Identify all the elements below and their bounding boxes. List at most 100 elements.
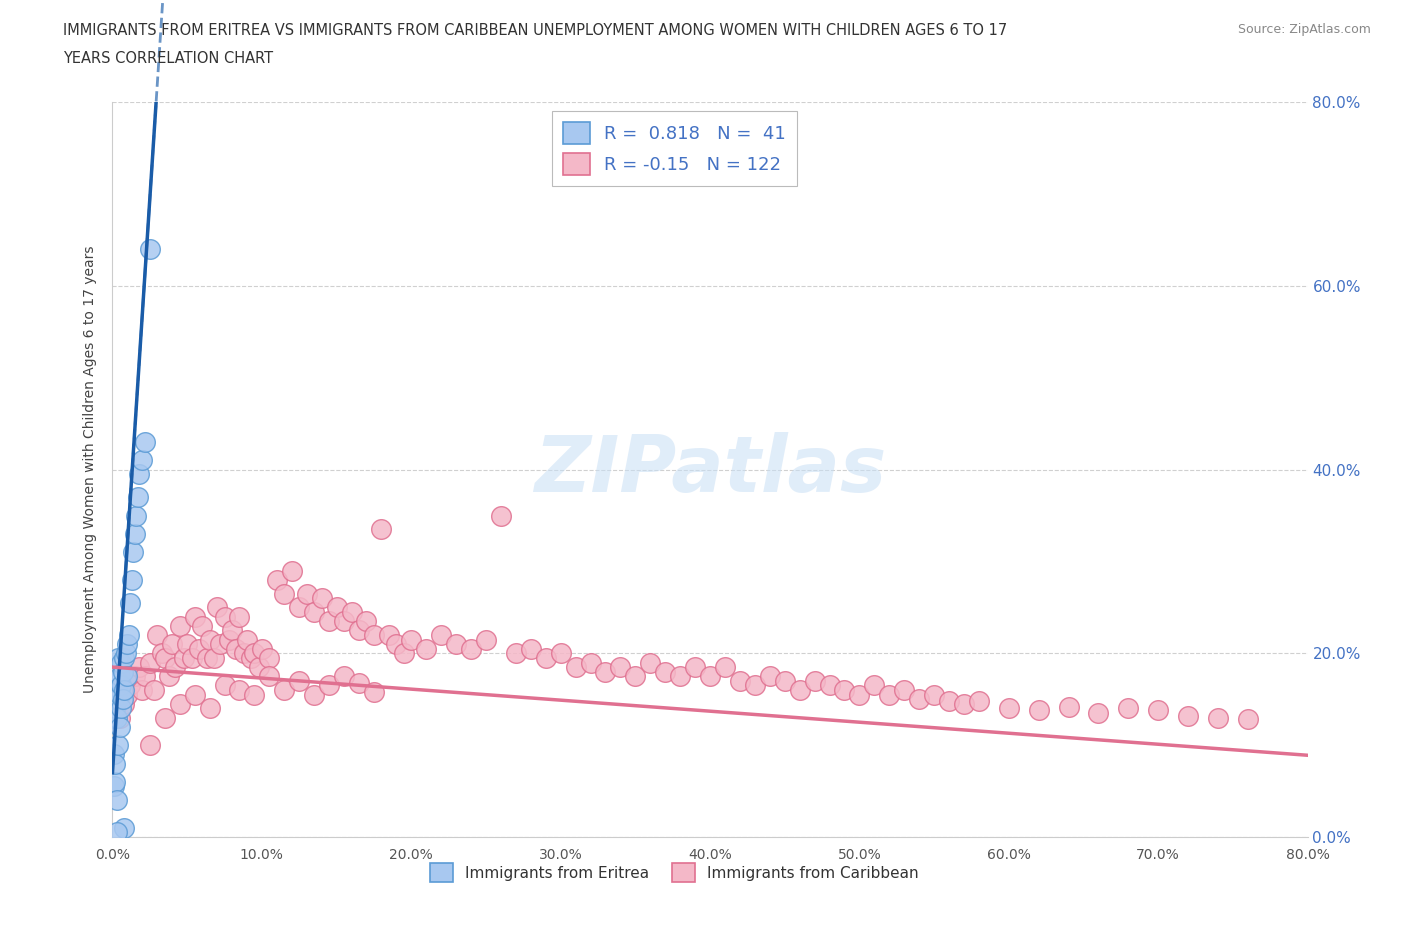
Point (1177, 709, 1199, 724)
Point (281, 564, 304, 578)
Point (176, 637, 198, 652)
Y-axis label: Unemployment Among Women with Children Ages 6 to 17 years: Unemployment Among Women with Children A… (83, 246, 97, 694)
Point (340, 604, 363, 619)
Point (195, 650, 218, 665)
Point (363, 684, 385, 699)
Point (550, 645, 572, 660)
Point (131, 683, 153, 698)
Point (385, 637, 408, 652)
Point (654, 664, 676, 679)
Point (430, 628, 453, 643)
Point (146, 628, 169, 643)
Point (188, 642, 211, 657)
Point (105, 673, 128, 688)
Point (121, 572, 143, 588)
Point (110, 655, 132, 670)
Point (128, 467, 150, 482)
Point (534, 650, 557, 665)
Point (105, 792, 128, 807)
Point (120, 595, 142, 610)
Point (127, 490, 149, 505)
Point (325, 600, 347, 615)
Point (150, 645, 173, 660)
Point (218, 632, 240, 647)
Point (104, 683, 127, 698)
Point (111, 664, 134, 679)
Point (288, 673, 311, 688)
Point (107, 737, 129, 752)
Legend: Immigrants from Eritrea, Immigrants from Caribbean: Immigrants from Eritrea, Immigrants from… (423, 857, 925, 888)
Text: Source: ZipAtlas.com: Source: ZipAtlas.com (1237, 23, 1371, 36)
Point (108, 711, 131, 725)
Point (609, 659, 631, 674)
Point (191, 618, 214, 633)
Point (759, 669, 782, 684)
Point (117, 669, 139, 684)
Point (107, 650, 129, 665)
Point (117, 687, 139, 702)
Point (107, 692, 129, 707)
Point (302, 687, 325, 702)
Point (250, 642, 273, 657)
Point (266, 572, 288, 588)
Point (273, 586, 295, 601)
Point (247, 659, 270, 674)
Point (108, 687, 131, 702)
Point (520, 642, 543, 657)
Point (114, 650, 135, 665)
Point (302, 604, 325, 619)
Point (105, 711, 128, 725)
Point (153, 650, 176, 665)
Point (228, 683, 250, 698)
Text: YEARS CORRELATION CHART: YEARS CORRELATION CHART (63, 51, 273, 66)
Point (104, 756, 127, 771)
Point (908, 692, 931, 707)
Point (392, 645, 415, 660)
Point (714, 659, 737, 674)
Point (318, 678, 340, 693)
Point (139, 655, 162, 670)
Point (153, 711, 176, 725)
Point (108, 669, 131, 684)
Point (460, 642, 482, 657)
Point (818, 678, 841, 693)
Point (848, 687, 870, 702)
Point (922, 687, 945, 702)
Point (953, 697, 976, 711)
Point (505, 645, 527, 660)
Point (169, 697, 191, 711)
Point (893, 683, 915, 698)
Point (110, 678, 132, 693)
Point (225, 642, 247, 657)
Point (1237, 712, 1260, 727)
Point (114, 697, 135, 711)
Point (228, 609, 250, 624)
Point (1118, 701, 1140, 716)
Point (415, 642, 437, 657)
Point (114, 683, 135, 698)
Point (107, 673, 129, 688)
Point (205, 600, 228, 615)
Point (1028, 703, 1050, 718)
Point (370, 522, 392, 537)
Point (401, 632, 423, 647)
Point (118, 628, 141, 643)
Point (699, 669, 721, 684)
Point (233, 645, 256, 660)
Point (120, 678, 142, 693)
Point (157, 669, 180, 684)
Point (803, 673, 825, 688)
Point (1057, 699, 1080, 714)
Point (967, 694, 990, 709)
Point (318, 614, 340, 629)
Point (110, 701, 132, 716)
Point (683, 659, 706, 674)
Point (311, 591, 333, 605)
Point (117, 637, 139, 652)
Point (214, 609, 236, 624)
Point (579, 655, 602, 670)
Text: IMMIGRANTS FROM ERITREA VS IMMIGRANTS FROM CARIBBEAN UNEMPLOYMENT AMONG WOMEN WI: IMMIGRANTS FROM ERITREA VS IMMIGRANTS FR… (63, 23, 1008, 38)
Point (236, 632, 259, 647)
Point (744, 678, 766, 693)
Point (104, 775, 127, 790)
